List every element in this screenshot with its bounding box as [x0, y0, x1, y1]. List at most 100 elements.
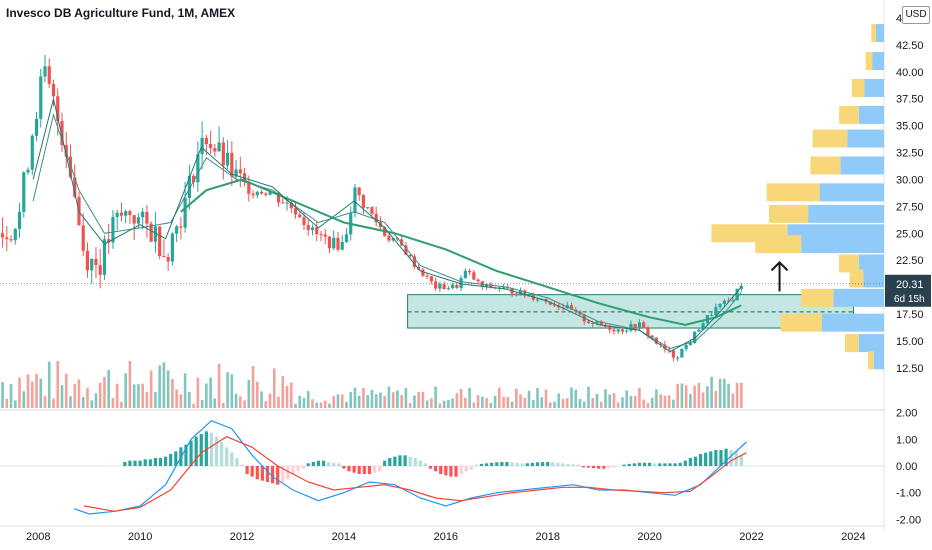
candle-body — [523, 290, 527, 296]
volume-bar — [519, 394, 522, 408]
candle-body — [374, 213, 378, 223]
volume-bar — [621, 397, 624, 408]
candle-body — [175, 226, 179, 234]
macd-histogram-bar — [474, 464, 478, 466]
volume-bar — [421, 391, 425, 408]
volume-bar — [710, 376, 713, 408]
volume-bar — [379, 392, 382, 408]
volume-bar — [667, 395, 671, 408]
macd-histogram-bar — [133, 460, 137, 466]
volume-bar — [684, 385, 688, 408]
volume-bar — [315, 402, 319, 408]
volume-bar — [476, 395, 480, 408]
macd-histogram-bar — [525, 463, 529, 466]
volume-bar — [464, 397, 467, 408]
candle-body — [0, 233, 5, 238]
volume-bar — [94, 393, 98, 408]
volume-bar — [604, 389, 607, 408]
candle-body — [47, 66, 51, 84]
volume-bar — [209, 377, 212, 408]
volume-profile-up — [808, 204, 884, 223]
macd-histogram-bar — [163, 456, 168, 466]
volume-bar — [485, 398, 488, 408]
volume-bar — [226, 372, 229, 408]
macd-histogram-bar — [546, 462, 550, 466]
macd-histogram-bar — [296, 466, 300, 472]
moving-average-line — [32, 98, 742, 353]
candle-body — [141, 211, 145, 218]
macd-histogram-bar — [377, 466, 382, 472]
volume-profile-up — [873, 351, 884, 370]
price-tick-label: 37.50 — [896, 94, 924, 106]
volume-bar — [655, 389, 658, 408]
candle-body — [43, 66, 47, 77]
macd-histogram-bar — [561, 463, 565, 466]
macd-histogram-bar — [704, 452, 708, 466]
volume-bar — [205, 383, 208, 408]
macd-signal-line — [83, 436, 747, 512]
macd-histogram-bar — [586, 466, 591, 468]
price-tick-label: 30.00 — [896, 174, 924, 186]
volume-bar — [731, 393, 735, 408]
volume-bar — [540, 397, 544, 408]
candle-body — [323, 234, 327, 237]
macd-histogram-bar — [245, 466, 249, 474]
candle-body — [107, 239, 111, 243]
volume-bar — [510, 401, 514, 408]
price-tick-label: 22.50 — [896, 255, 924, 267]
volume-bar — [434, 386, 437, 408]
volume-bar — [345, 401, 348, 408]
volume-bar — [22, 391, 26, 408]
candle-body — [98, 265, 102, 275]
volume-bar — [141, 383, 144, 408]
macd-histogram-bar — [637, 462, 642, 466]
macd-histogram-bar — [673, 463, 677, 466]
candle-body — [659, 343, 663, 345]
volume-bar — [706, 386, 709, 408]
candle-body — [158, 226, 162, 257]
candle-body — [293, 208, 298, 215]
macd-histogram-bar — [571, 464, 575, 466]
macd-histogram-bar — [403, 455, 407, 466]
macd-histogram-bar — [515, 462, 519, 466]
macd-histogram-bar — [169, 454, 173, 466]
volume-profile-down — [844, 334, 859, 353]
volume-bar — [595, 393, 599, 408]
candle-body — [170, 233, 174, 262]
candle-body — [586, 321, 591, 323]
macd-histogram-bar — [393, 456, 397, 466]
volume-bar — [608, 394, 612, 408]
macd-histogram-bar — [306, 463, 310, 466]
volume-bar — [319, 402, 323, 408]
candle-body — [718, 304, 722, 308]
candle-body — [514, 293, 518, 296]
macd-histogram-bar — [434, 466, 438, 472]
volume-bar — [527, 390, 531, 408]
volume-bar — [158, 365, 161, 408]
candle-body — [455, 284, 459, 288]
candle-body — [289, 202, 293, 209]
volume-bar — [714, 390, 718, 408]
candle-body — [421, 269, 425, 276]
candle-body — [153, 226, 158, 242]
macd-histogram-bar — [454, 466, 458, 477]
macd-tick-label: 1.00 — [896, 434, 917, 446]
macd-histogram-bar — [698, 454, 703, 466]
volume-bar — [570, 387, 573, 408]
candle-body — [387, 235, 391, 241]
macd-histogram-bar — [505, 462, 509, 466]
macd-histogram-bar — [693, 456, 698, 466]
candle-body — [34, 118, 39, 136]
volume-bar — [247, 379, 251, 408]
macd-histogram-bar — [683, 460, 687, 466]
volume-bar — [629, 395, 633, 408]
volume-profile-up — [801, 235, 884, 254]
currency-button[interactable]: USD — [902, 6, 930, 24]
volume-bar — [693, 385, 696, 408]
macd-histogram-bar — [612, 466, 616, 468]
volume-bar — [523, 397, 527, 408]
macd-histogram-bar — [123, 462, 127, 466]
macd-histogram-bar — [265, 466, 270, 482]
candle-body — [697, 329, 701, 332]
macd-histogram-bar — [235, 458, 239, 466]
